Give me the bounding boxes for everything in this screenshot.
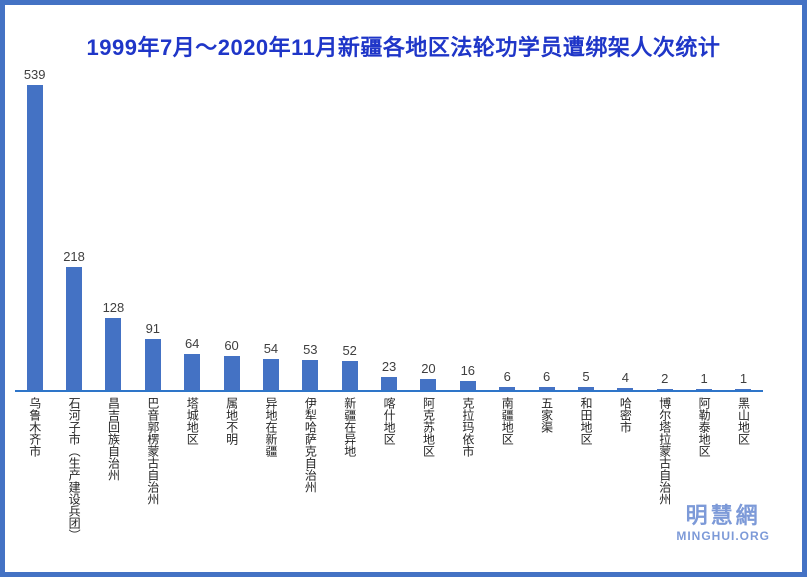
bar-value-label: 23 (381, 359, 397, 374)
category-label: 南疆地区 (500, 397, 515, 445)
category-label: 阿克苏地区 (421, 397, 436, 457)
bar (696, 389, 713, 390)
category-label: 乌鲁木齐市 (27, 397, 42, 457)
bar-value-label: 1 (739, 371, 748, 386)
bar (26, 85, 43, 390)
bar-value-label: 6 (542, 369, 551, 384)
bar-value-label: 91 (145, 321, 161, 336)
minghui-watermark: 明慧網 MINGHUI.ORG (676, 504, 770, 544)
bar-column: 53 (291, 342, 330, 390)
plot-area: 539 218 128 91 64 60 54 53 52 23 20 16 6 6 5 4 2 1 1 (15, 63, 763, 390)
category-axis-labels: 乌鲁木齐市 石河子市（生产建设兵团） 昌吉回族自治州 巴音郭楞蒙古自治州 塔城地区 属地不… (15, 397, 763, 569)
category-label: 巴音郭楞蒙古自治州 (145, 397, 160, 505)
bar-column: 6 (527, 369, 566, 390)
bar-value-label: 218 (63, 249, 85, 264)
bar (577, 387, 594, 390)
bar-value-label: 6 (503, 369, 511, 384)
bar-column: 218 (54, 249, 93, 390)
x-axis-line (15, 390, 763, 392)
bar-value-label: 60 (224, 338, 239, 353)
category-label: 异地在新疆 (263, 397, 278, 457)
bar (105, 318, 122, 390)
watermark-chinese-text: 明慧網 (685, 503, 761, 528)
bar-column: 16 (448, 363, 487, 390)
bar-column: 52 (330, 343, 369, 390)
category-label: 喀什地区 (382, 397, 397, 445)
bar (223, 356, 240, 390)
category-label: 石河子市（生产建设兵团） (67, 397, 82, 541)
bar-value-label: 20 (421, 361, 436, 376)
bar-column: 2 (645, 371, 684, 390)
bar (66, 267, 83, 390)
bar-column: 64 (173, 336, 212, 390)
bar (735, 389, 752, 390)
bar (262, 359, 279, 390)
bar (499, 387, 516, 390)
bar-value-label: 128 (102, 300, 125, 315)
bar-value-label: 4 (621, 370, 629, 385)
category-label: 博尔塔拉蒙古自治州 (657, 397, 672, 505)
bar-column: 1 (684, 371, 723, 390)
bar (381, 377, 398, 390)
bar (302, 360, 319, 390)
bar-value-label: 2 (661, 371, 669, 386)
bar-value-label: 54 (263, 341, 279, 356)
bar (459, 381, 476, 390)
bar-value-label: 53 (303, 342, 318, 357)
bar-column: 128 (94, 300, 133, 390)
bar-column: 60 (212, 338, 251, 390)
bar-column: 54 (251, 341, 290, 390)
bar-value-label: 1 (700, 371, 708, 386)
bar-column: 5 (566, 369, 605, 390)
bar (184, 354, 201, 390)
category-label: 五家渠 (539, 397, 554, 433)
category-label: 塔城地区 (185, 397, 200, 445)
category-label: 克拉玛依市 (460, 397, 475, 457)
bar-value-label: 5 (582, 369, 590, 384)
category-label: 伊犁哈萨克自治州 (303, 397, 318, 493)
bar (617, 388, 634, 390)
category-label: 新疆在异地 (342, 397, 357, 457)
bar (420, 379, 437, 390)
bar-value-label: 16 (460, 363, 476, 378)
bar-value-label: 52 (342, 343, 357, 358)
bar (341, 361, 358, 390)
category-label: 哈密市 (618, 397, 633, 433)
bar (656, 389, 673, 390)
bar-column: 20 (409, 361, 448, 390)
bar-value-label: 64 (184, 336, 200, 351)
bar-column: 4 (606, 370, 645, 390)
bar (538, 387, 555, 390)
bar-column: 91 (133, 321, 172, 390)
category-label: 和田地区 (578, 397, 593, 445)
bar-column: 23 (369, 359, 408, 390)
category-label: 阿勒泰地区 (697, 397, 712, 457)
category-label: 属地不明 (224, 397, 239, 445)
bar (144, 339, 161, 390)
bar-column: 6 (488, 369, 527, 390)
category-label: 昌吉回族自治州 (106, 397, 121, 481)
bar-value-label: 539 (23, 67, 46, 82)
bar-column: 1 (724, 371, 763, 390)
watermark-english-text: MINGHUI.ORG (676, 529, 770, 543)
chart-title: 1999年7月～2020年11月新疆各地区法轮功学员遭绑架人次统计 (86, 35, 721, 60)
category-label: 黑山地区 (736, 397, 751, 445)
bar-column: 539 (15, 67, 54, 390)
